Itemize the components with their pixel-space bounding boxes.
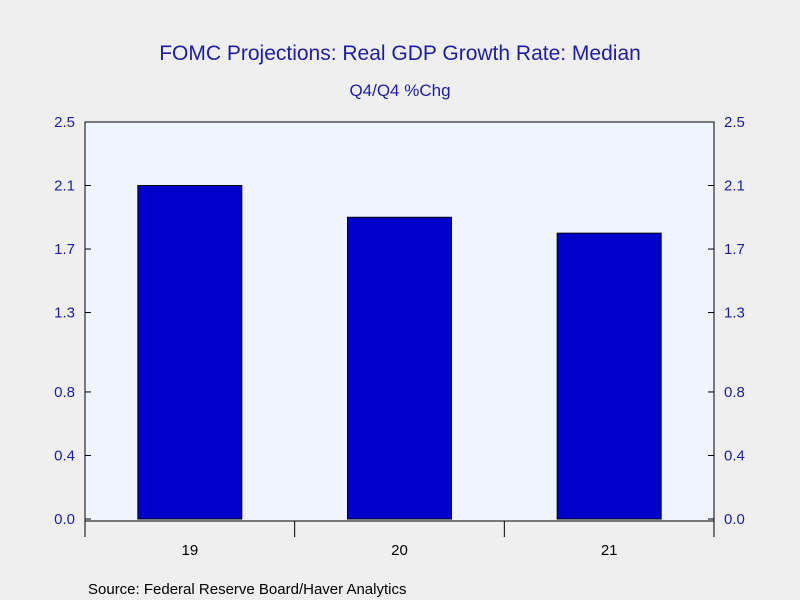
y-tick-label-right: 2.1 [724,178,745,195]
y-tick-label-left: 0.8 [54,384,75,401]
chart-title: FOMC Projections: Real GDP Growth Rate: … [159,42,641,65]
y-tick-label-right: 2.5 [724,114,745,131]
bar-20 [347,216,452,520]
y-tick-label-left: 1.7 [54,241,75,258]
x-tick-label: 21 [601,542,618,559]
y-tick-label-left: 0.4 [54,447,75,464]
y-axis-right: 0.0 0.4 0.8 1.3 1.7 2.1 2.5 [708,114,745,528]
y-tick-label-right: 0.8 [724,384,745,401]
y-axis-left: 0.0 0.4 0.8 1.3 1.7 2.1 2.5 [54,114,91,528]
x-tick-label: 20 [391,542,408,559]
bar-19 [137,185,243,520]
chart-subtitle: Q4/Q4 %Chg [349,81,450,100]
y-tick-label-left: 0.0 [54,511,75,528]
y-tick-label-right: 1.3 [724,305,745,322]
y-tick-label-right: 1.7 [724,241,745,258]
y-tick-label-right: 0.0 [724,511,745,528]
bar-group [137,185,662,520]
bar-21 [556,232,662,520]
y-tick-label-right: 0.4 [724,447,745,464]
y-tick-label-left: 2.1 [54,178,75,195]
x-axis: 19 20 21 [84,521,715,559]
y-tick-label-left: 1.3 [54,305,75,322]
x-tick-label: 19 [181,542,198,559]
y-tick-label-left: 2.5 [54,114,75,131]
source-note: Source: Federal Reserve Board/Haver Anal… [88,581,406,598]
